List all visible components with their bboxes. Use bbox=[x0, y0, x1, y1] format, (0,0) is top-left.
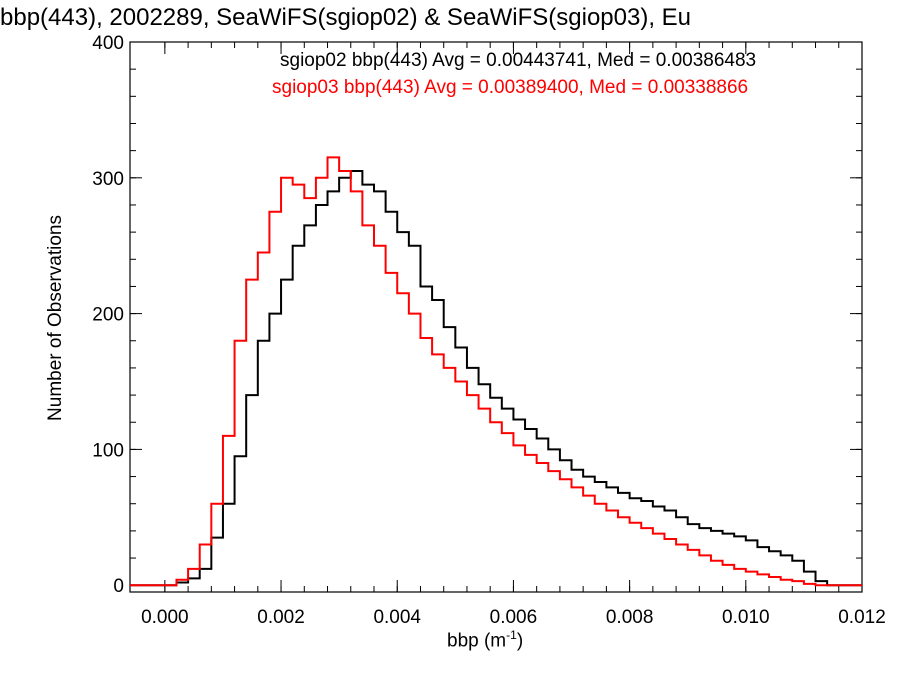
plot-frame bbox=[129, 41, 863, 593]
series-layer bbox=[130, 156, 862, 587]
x-tick-label: 0.006 bbox=[490, 607, 538, 628]
y-tick-label: 200 bbox=[92, 305, 124, 326]
x-tick-label: 0.012 bbox=[838, 607, 886, 628]
y-tick-label: 300 bbox=[92, 169, 124, 190]
legend-entry-sgiop02: sgiop02 bbp(443) Avg = 0.00443741, Med =… bbox=[280, 50, 757, 71]
y-tick-label: 400 bbox=[92, 33, 124, 54]
y-tick-label: 0 bbox=[113, 576, 124, 597]
x-axis-label: bbp (m-1) bbox=[447, 628, 524, 652]
y-axis-label: Number of Observations bbox=[45, 215, 66, 421]
x-tick-label: 0.000 bbox=[141, 607, 189, 628]
x-tick-label: 0.002 bbox=[257, 607, 305, 628]
chart-title: bbp(443), 2002289, SeaWiFS(sgiop02) & Se… bbox=[0, 4, 692, 31]
axes: 0.000 0.002 0.004 0.006 0.008 0.010 0.012 0 100 2… bbox=[92, 33, 885, 628]
x-tick-label: 0.004 bbox=[373, 607, 421, 628]
x-tick-label: 0.008 bbox=[606, 607, 654, 628]
series-sgiop03 bbox=[130, 156, 862, 587]
legend-entry-sgiop03: sgiop03 bbp(443) Avg = 0.00389400, Med =… bbox=[272, 77, 749, 98]
series-sgiop02 bbox=[130, 170, 862, 587]
y-tick-label: 100 bbox=[92, 440, 124, 461]
x-tick-label: 0.010 bbox=[722, 607, 770, 628]
